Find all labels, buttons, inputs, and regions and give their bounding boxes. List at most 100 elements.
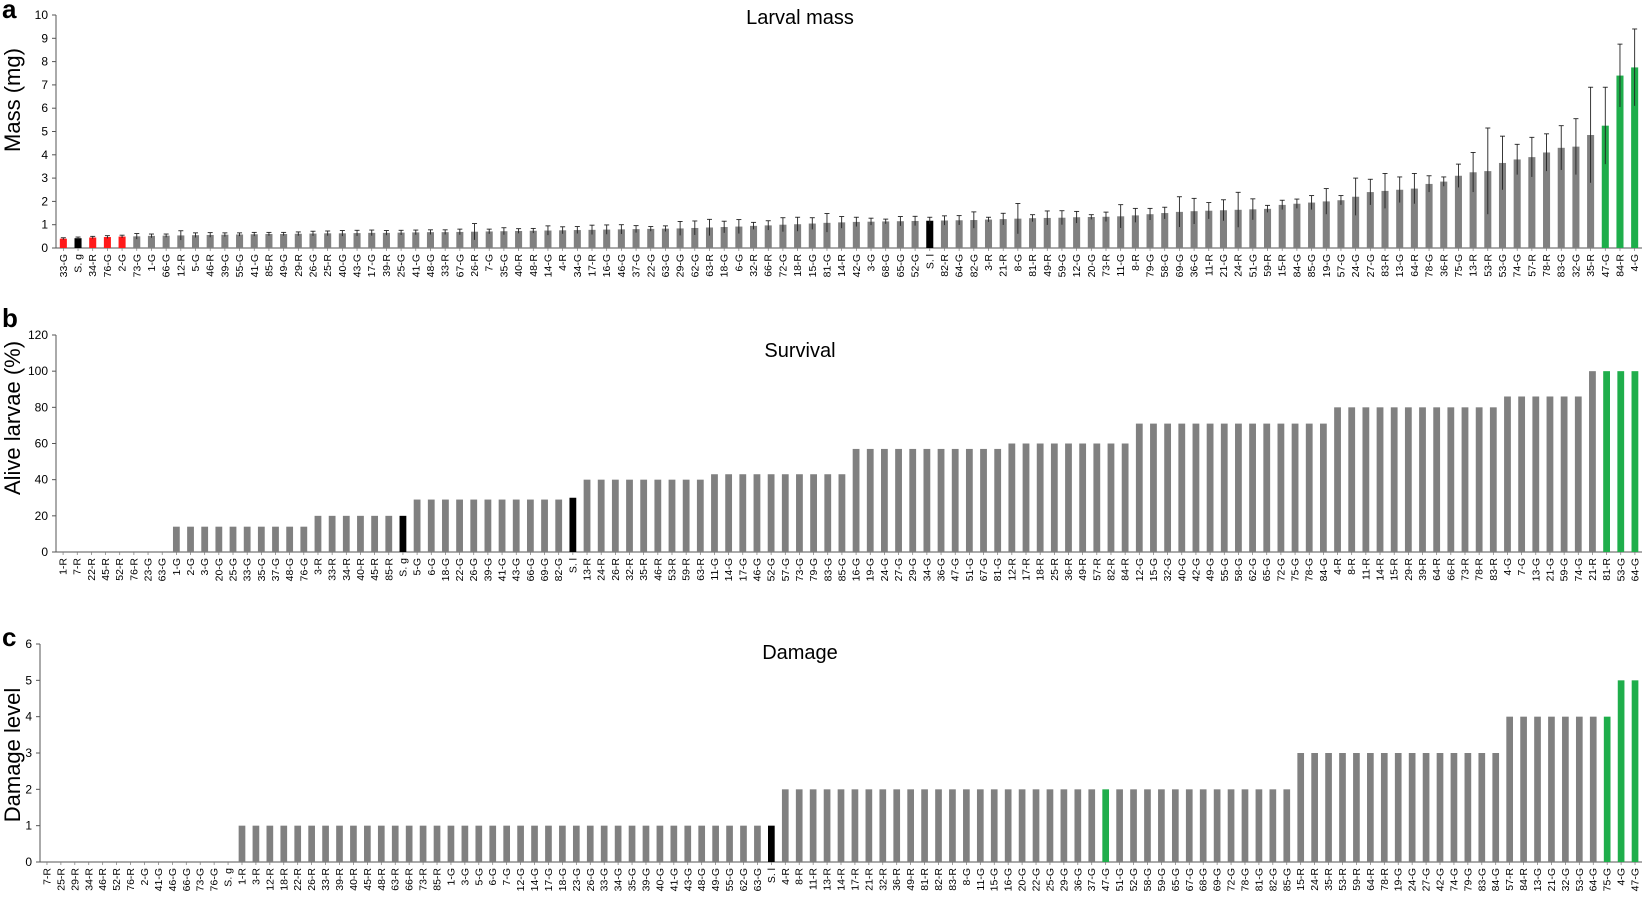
bar-c bbox=[656, 825, 664, 862]
category-label-c: 78-R bbox=[1379, 868, 1391, 891]
bar-a bbox=[867, 221, 875, 248]
bar-b bbox=[1277, 423, 1285, 552]
category-label-b: 43-G bbox=[511, 558, 523, 581]
category-label-a: 84-R bbox=[1614, 254, 1626, 277]
bar-b bbox=[838, 474, 846, 552]
category-label-b: 52-G bbox=[766, 558, 778, 581]
bar-c bbox=[1130, 789, 1137, 862]
bar-b bbox=[1348, 407, 1356, 552]
bar-a bbox=[926, 220, 934, 248]
bar-a bbox=[1205, 210, 1213, 248]
category-label-b: 12-G bbox=[1134, 558, 1146, 581]
category-label-b: 34-R bbox=[341, 558, 353, 581]
bar-a bbox=[500, 231, 508, 248]
bar-b bbox=[1206, 423, 1214, 552]
category-label-b: 41-G bbox=[497, 558, 509, 581]
bar-a bbox=[250, 234, 258, 248]
category-label-b: 76-G bbox=[298, 558, 310, 581]
bar-b bbox=[541, 499, 548, 552]
bar-a bbox=[309, 233, 317, 248]
bar-a bbox=[940, 220, 948, 248]
category-label-b: 8-R bbox=[1346, 558, 1358, 575]
bar-b bbox=[1461, 407, 1469, 552]
category-label-c: 19-G bbox=[1393, 868, 1405, 891]
category-label-a: 59-G bbox=[1056, 254, 1068, 277]
bar-c bbox=[1464, 753, 1472, 862]
bar-b bbox=[951, 448, 959, 552]
bar-c bbox=[1004, 789, 1012, 862]
category-label-a: 15-R bbox=[1277, 254, 1289, 277]
bar-c bbox=[280, 825, 288, 862]
category-label-b: 17-R bbox=[1021, 558, 1033, 581]
category-label-b: 65-G bbox=[1261, 558, 1273, 581]
category-label-a: 12-R bbox=[175, 254, 187, 277]
category-label-c: 24-R bbox=[1309, 868, 1321, 891]
category-label-a: 39-G bbox=[219, 254, 231, 277]
bar-a bbox=[515, 230, 523, 248]
category-label-c: 81-R bbox=[919, 868, 931, 891]
category-label-c: 26-G bbox=[585, 868, 597, 891]
bar-c bbox=[712, 825, 719, 862]
category-label-b: 7-R bbox=[72, 558, 84, 575]
bar-a bbox=[1410, 188, 1418, 248]
y-tick-label-c: 0 bbox=[25, 855, 32, 869]
bar-c bbox=[1116, 789, 1123, 862]
category-label-a: 12-G bbox=[1071, 254, 1083, 277]
category-label-b: 18-R bbox=[1035, 558, 1047, 581]
bar-a bbox=[353, 233, 361, 248]
category-label-c: 58-G bbox=[1142, 868, 1154, 891]
category-label-c: 22-G bbox=[1031, 868, 1043, 891]
bar-b bbox=[994, 448, 1002, 552]
bar-a bbox=[632, 229, 640, 248]
category-label-c: 74-G bbox=[1448, 868, 1460, 891]
category-label-b: 36-G bbox=[936, 558, 948, 581]
bar-a bbox=[970, 220, 978, 248]
category-label-b: 69-G bbox=[539, 558, 551, 581]
category-label-b: 59-R bbox=[681, 558, 693, 581]
category-label-b: 82-G bbox=[553, 558, 565, 581]
category-label-a: 74-G bbox=[1512, 254, 1524, 277]
category-label-b: 7-G bbox=[1516, 558, 1528, 576]
bar-c bbox=[935, 789, 942, 862]
category-label-b: 23-G bbox=[143, 558, 155, 581]
category-label-a: 76-G bbox=[102, 254, 114, 277]
y-tick-label-a: 9 bbox=[41, 31, 48, 45]
bar-c bbox=[1283, 789, 1291, 862]
bar-a bbox=[177, 235, 185, 248]
bar-c bbox=[1144, 789, 1151, 862]
bar-c bbox=[350, 825, 357, 862]
category-label-b: 32-G bbox=[1162, 558, 1174, 581]
bar-a bbox=[162, 235, 170, 248]
category-label-b: 72-G bbox=[1275, 558, 1287, 581]
category-label-b: 25-R bbox=[1049, 558, 1061, 581]
y-tick-label-b: 100 bbox=[28, 364, 48, 378]
bar-c bbox=[754, 825, 761, 862]
bar-b bbox=[1362, 407, 1370, 552]
category-label-b: 14-G bbox=[723, 558, 735, 581]
category-label-c: 5-G bbox=[473, 868, 485, 886]
category-label-c: 65-G bbox=[1170, 868, 1182, 891]
category-label-c: 3-R bbox=[250, 868, 262, 885]
category-label-a: 22-G bbox=[645, 254, 657, 277]
category-label-c: 24-G bbox=[1407, 868, 1419, 891]
chart-title-a: Larval mass bbox=[746, 7, 854, 29]
category-label-c: 32-R bbox=[877, 868, 889, 891]
category-label-c: 7-G bbox=[501, 868, 513, 886]
bar-c bbox=[1171, 789, 1179, 862]
bar-a bbox=[588, 229, 596, 248]
category-label-c: 41-G bbox=[668, 868, 680, 891]
category-label-a: 82-R bbox=[939, 254, 951, 277]
category-label-b: 58-G bbox=[1233, 558, 1245, 581]
category-label-a: 19-G bbox=[1321, 254, 1333, 277]
category-label-b: 48-G bbox=[284, 558, 296, 581]
category-label-a: 78-R bbox=[1541, 254, 1553, 277]
bar-a bbox=[1161, 213, 1169, 248]
bar-a bbox=[955, 220, 963, 248]
bar-c bbox=[1311, 753, 1318, 862]
y-tick-label-b: 80 bbox=[35, 400, 49, 414]
bar-b bbox=[328, 515, 336, 552]
bar-b bbox=[1291, 423, 1299, 552]
bar-b bbox=[229, 526, 237, 552]
bar-b bbox=[1617, 371, 1625, 552]
category-label-a: 43-G bbox=[352, 254, 364, 277]
